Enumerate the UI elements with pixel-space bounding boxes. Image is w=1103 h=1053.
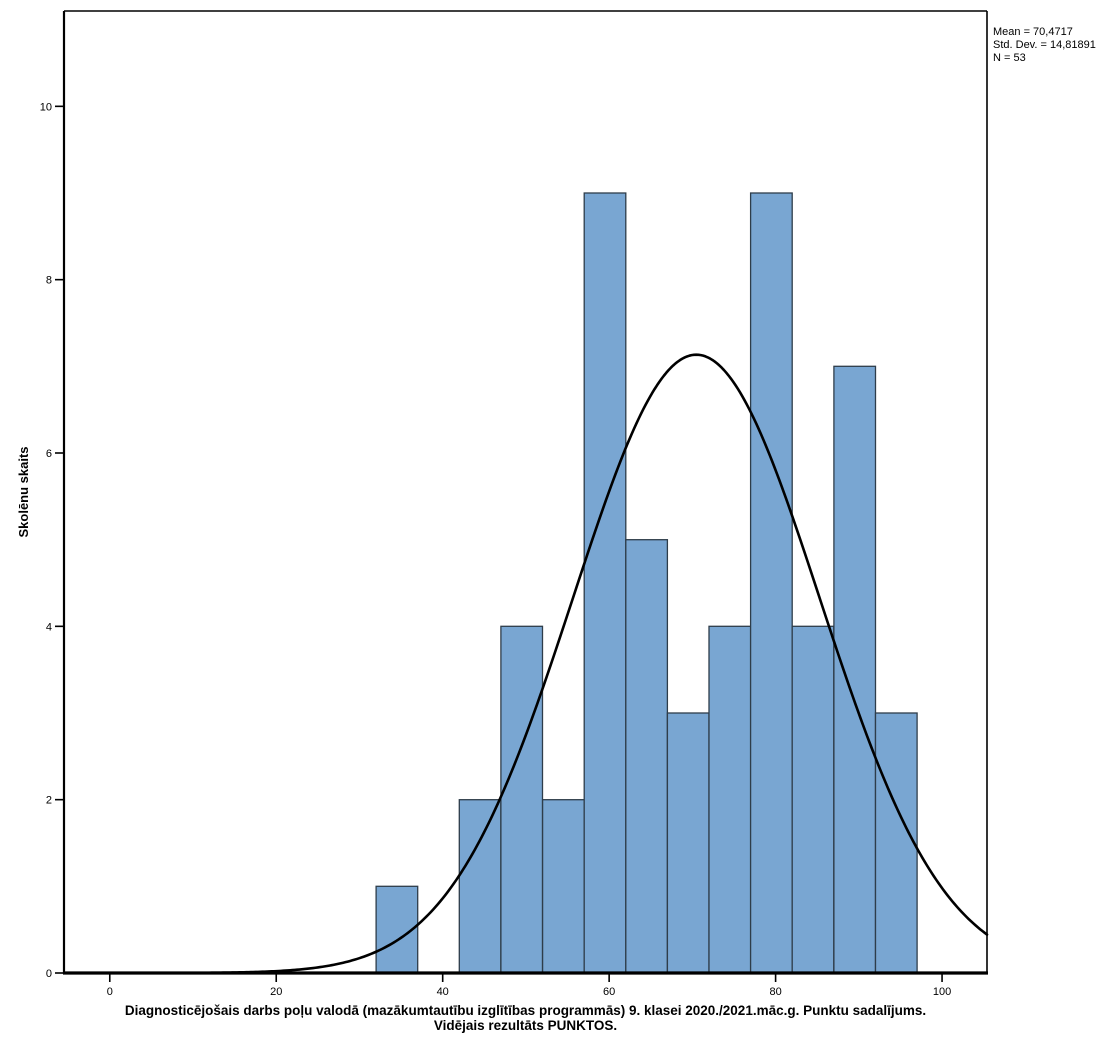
plot-frame xyxy=(62,10,988,975)
x-tick-label: 80 xyxy=(769,986,781,998)
stats-mean: Mean = 70,4717 xyxy=(993,26,1073,38)
x-tick-label: 20 xyxy=(270,986,282,998)
y-axis-title: Skolēnu skaits xyxy=(16,446,31,537)
chart-caption: Diagnosticējošais darbs poļu valodā (maz… xyxy=(64,1003,987,1033)
histogram-bars xyxy=(375,192,918,974)
y-tick-label: 6 xyxy=(46,448,52,460)
caption-line-1: Diagnosticējošais darbs poļu valodā (maz… xyxy=(124,1003,927,1018)
histogram-bar xyxy=(833,365,877,974)
y-tick-label: 4 xyxy=(46,621,52,633)
stats-std-dev: Std. Dev. = 14,81891 xyxy=(993,39,1096,51)
histogram-bar xyxy=(625,539,669,974)
x-axis-ticks: 0 20 40 60 80 100 xyxy=(107,974,951,998)
x-tick-label: 100 xyxy=(933,986,951,998)
y-tick-label: 2 xyxy=(46,795,52,807)
histogram-bar xyxy=(458,799,502,974)
histogram-bar xyxy=(500,625,544,974)
y-tick-label: 8 xyxy=(46,275,52,287)
x-tick-label: 0 xyxy=(107,986,113,998)
histogram-bar xyxy=(791,625,835,974)
histogram-bar xyxy=(541,799,585,974)
stats-n: N = 53 xyxy=(993,52,1026,64)
y-tick-label: 10 xyxy=(40,101,52,113)
y-axis-ticks: 0 2 4 6 8 10 xyxy=(40,101,64,980)
stats-box: Mean = 70,4717 Std. Dev. = 14,81891 N = … xyxy=(993,26,1096,65)
histogram-bar xyxy=(749,192,793,974)
histogram-bar xyxy=(708,625,752,974)
caption-line-2: Vidējais rezultāts PUNKTOS. xyxy=(433,1018,618,1033)
histogram-bar xyxy=(666,712,710,974)
x-tick-label: 60 xyxy=(603,986,615,998)
x-tick-label: 40 xyxy=(437,986,449,998)
y-tick-label: 0 xyxy=(46,968,52,980)
histogram-bar xyxy=(583,192,627,974)
histogram-bar xyxy=(874,712,918,974)
